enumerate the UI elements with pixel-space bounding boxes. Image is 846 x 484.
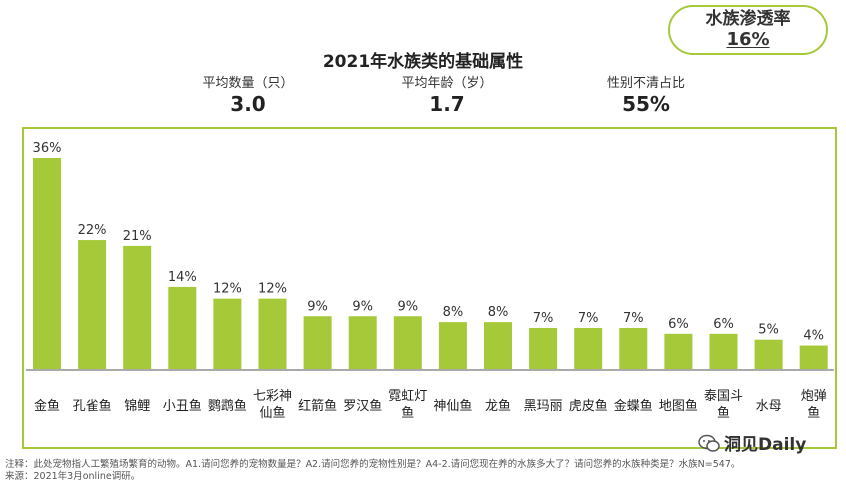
category-label: 鹦鹉鱼 — [208, 398, 247, 414]
category-label: 神仙鱼 — [433, 398, 472, 414]
watermark-text: 洞见Daily — [724, 435, 807, 455]
category-label: 鱼 — [401, 405, 414, 421]
watermark: 洞见Daily — [698, 430, 806, 455]
stat-avg-count-value: 3.0 — [230, 92, 266, 116]
bar — [619, 327, 648, 369]
data-label: 7% — [578, 311, 599, 326]
stat-avg-count: 平均数量（只） 3.0 — [173, 76, 323, 116]
bar — [168, 286, 197, 369]
bar — [529, 327, 558, 369]
data-label: 6% — [713, 317, 734, 332]
data-label: 12% — [213, 282, 242, 297]
category-label: 红箭鱼 — [298, 398, 337, 414]
category-label: 七彩神 — [253, 389, 292, 404]
bar — [484, 322, 512, 369]
stat-gender-unknown: 性别不清占比 55% — [571, 76, 721, 116]
category-label: 龙鱼 — [485, 398, 511, 414]
data-label: 9% — [307, 299, 328, 314]
bar — [303, 316, 332, 369]
data-label: 12% — [258, 282, 287, 297]
bar — [258, 298, 287, 369]
bar — [754, 339, 783, 369]
bar — [393, 316, 422, 369]
data-label: 14% — [168, 270, 197, 285]
bar — [123, 245, 152, 369]
data-label: 22% — [78, 223, 107, 238]
bar — [799, 345, 828, 369]
bar — [709, 333, 738, 369]
category-label: 锦鲤 — [124, 399, 150, 414]
category-label: 泰国斗 — [704, 389, 743, 404]
footnote-line-2: 来源：2021年3月online调研。 — [5, 471, 141, 482]
bar — [664, 333, 693, 369]
data-label: 4% — [803, 329, 824, 344]
bar — [348, 316, 377, 369]
category-label: 孔雀鱼 — [73, 398, 112, 414]
data-label: 9% — [352, 299, 373, 314]
data-label: 5% — [758, 323, 779, 338]
category-label: 鱼 — [717, 405, 730, 421]
data-label: 9% — [397, 299, 418, 314]
category-label: 地图鱼 — [659, 398, 698, 414]
stat-avg-age-value: 1.7 — [429, 92, 465, 116]
footnote-line-1: 注释：此处宠物指人工繁殖场繁育的动物。A1.请问您养的宠物数量是？A2.请问您养… — [5, 459, 741, 470]
bar — [574, 327, 603, 369]
category-label: 金蝶鱼 — [614, 398, 653, 414]
data-label: 21% — [123, 229, 152, 244]
stat-gender-unknown-label: 性别不清占比 — [606, 76, 685, 91]
bar — [213, 298, 242, 369]
stat-avg-age: 平均年龄（岁） 1.7 — [372, 76, 522, 116]
data-label: 6% — [668, 317, 689, 332]
category-label: 金鱼 — [34, 398, 60, 414]
category-label: 黑玛丽 — [524, 399, 563, 414]
data-label: 36% — [33, 141, 62, 156]
penetration-badge: 水族渗透率 16% — [668, 5, 828, 55]
bar — [33, 158, 61, 369]
category-label: 水母 — [756, 399, 782, 414]
chart-title: 2021年水族类的基础属性 — [322, 52, 524, 72]
data-label: 7% — [533, 311, 554, 326]
category-label: 炮弹 — [801, 389, 827, 404]
category-label: 仙鱼 — [259, 405, 285, 421]
stat-avg-age-label: 平均年龄（岁） — [401, 76, 493, 91]
category-label: 霓虹灯 — [388, 389, 427, 404]
bar — [438, 322, 467, 369]
data-label: 8% — [488, 305, 509, 320]
chart-frame — [22, 127, 837, 449]
category-label: 罗汉鱼 — [343, 398, 382, 414]
category-label: 小丑鱼 — [163, 398, 202, 414]
data-label: 7% — [623, 311, 644, 326]
stat-gender-unknown-value: 55% — [622, 92, 670, 116]
category-label: 虎皮鱼 — [569, 398, 608, 414]
data-label: 8% — [443, 305, 464, 320]
stat-avg-count-label: 平均数量（只） — [202, 76, 294, 91]
penetration-value: 16% — [726, 29, 770, 50]
category-label: 鱼 — [807, 405, 820, 421]
bar — [78, 240, 107, 369]
footnote: 注释：此处宠物指人工繁殖场繁育的动物。A1.请问您养的宠物数量是？A2.请问您养… — [5, 459, 841, 483]
penetration-label: 水族渗透率 — [705, 9, 791, 29]
wechat-icon — [698, 434, 720, 452]
